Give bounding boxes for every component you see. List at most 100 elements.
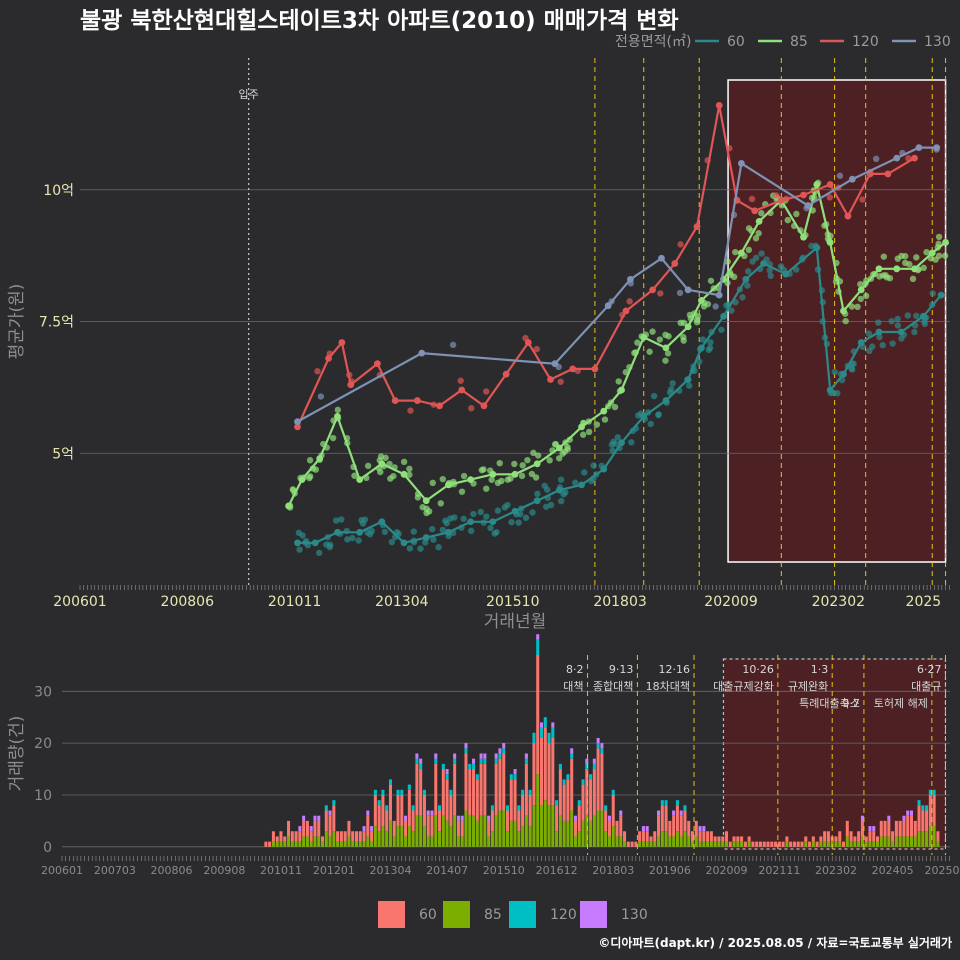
volume-bar-60	[815, 841, 819, 847]
volume-bar-85	[785, 841, 789, 847]
volume-bar-60	[358, 831, 362, 842]
volume-bar-60	[879, 820, 883, 837]
volume-bar-130	[570, 748, 574, 754]
price-point-120	[622, 307, 630, 315]
price-scatter-point-60	[869, 343, 876, 350]
price-scatter-point-120	[557, 378, 564, 385]
volume-bar-120	[475, 774, 479, 780]
price-point-60	[684, 376, 692, 383]
price-point-120	[844, 212, 852, 220]
volume-bar-85	[385, 831, 389, 847]
price-scatter-point-130	[836, 172, 844, 179]
volume-bar-85	[868, 841, 872, 847]
volume-bar-85	[736, 841, 740, 847]
volume-bar-130	[502, 743, 506, 749]
volume-bar-130	[456, 815, 460, 821]
price-scatter-point-60	[879, 341, 886, 349]
volume-x-tick-label: 202111	[758, 864, 800, 877]
volume-bar-60	[698, 831, 702, 842]
volume-bar-60	[396, 794, 400, 827]
volume-bar-120	[506, 805, 510, 811]
volume-bar-85	[619, 836, 623, 847]
volume-bar-60	[283, 836, 287, 842]
price-scatter-point-85	[306, 474, 313, 482]
volume-bar-60	[339, 831, 343, 842]
volume-bar-60	[543, 727, 547, 801]
volume-bar-85	[377, 831, 381, 847]
volume-bar-85	[302, 836, 306, 847]
volume-bar-130	[887, 815, 891, 821]
price-point-85	[618, 386, 625, 394]
price-plot: 5억 7.5억 10억 200601 200806 201011 201304 201510 2…	[7, 58, 950, 632]
price-y-tick-label: 10억	[43, 183, 74, 199]
volume-bar-60	[634, 841, 638, 847]
volume-bar-60	[615, 820, 619, 837]
price-scatter-point-85	[458, 488, 466, 495]
volume-bar-60	[777, 841, 781, 847]
volume-legend-key-120	[509, 901, 536, 928]
volume-bar-85	[328, 836, 332, 847]
volume-bar-60	[781, 841, 785, 847]
volume-bar-60	[645, 831, 649, 842]
price-scatter-point-130	[449, 341, 457, 349]
volume-bar-60	[370, 831, 374, 842]
volume-bar-120	[528, 789, 532, 795]
volume-bar-60	[472, 769, 476, 816]
price-point-85	[911, 265, 918, 273]
volume-y-tick-label: 30	[34, 684, 52, 700]
volume-bar-85	[732, 841, 736, 847]
price-scatter-point-60	[669, 380, 676, 387]
price-point-60	[400, 539, 408, 547]
volume-bar-85	[811, 841, 815, 847]
price-scatter-point-60	[894, 322, 902, 329]
policy-date-label: 9·7	[842, 697, 860, 710]
volume-bar-85	[932, 826, 936, 847]
volume-bar-85	[415, 815, 419, 847]
volume-bar-130	[619, 810, 623, 816]
price-scatter-point-60	[628, 439, 635, 446]
volume-bar-130	[487, 815, 491, 821]
volume-bar-85	[517, 831, 521, 847]
volume-bar-120	[479, 758, 483, 764]
volume-bar-120	[502, 748, 506, 754]
volume-bar-60	[721, 836, 725, 842]
price-point-85	[928, 249, 936, 257]
price-point-85	[800, 233, 807, 241]
price-scatter-point-60	[344, 536, 351, 543]
volume-bar-130	[906, 810, 910, 816]
volume-bar-85	[581, 820, 585, 847]
volume-bar-60	[860, 820, 864, 837]
volume-bar-120	[373, 789, 377, 795]
price-point-85	[893, 265, 901, 273]
volume-bar-85	[524, 815, 528, 847]
volume-bar-85	[570, 810, 574, 847]
price-point-85	[533, 460, 541, 468]
price-scatter-point-85	[941, 252, 949, 259]
volume-bar-120	[551, 727, 555, 738]
price-scatter-point-85	[534, 452, 542, 459]
volume-bar-120	[524, 758, 528, 764]
price-scatter-point-85	[593, 421, 601, 428]
volume-bar-60	[577, 805, 581, 832]
volume-bar-120	[921, 805, 925, 811]
price-scatter-point-85	[488, 476, 495, 483]
volume-bar-60	[377, 805, 381, 832]
volume-bar-60	[808, 841, 812, 847]
price-point-60	[467, 518, 475, 526]
price-point-130	[915, 144, 923, 151]
price-scatter-point-60	[667, 386, 675, 393]
volume-bar-85	[555, 831, 559, 847]
price-point-60	[662, 397, 670, 404]
price-scatter-point-60	[332, 517, 340, 524]
price-scatter-point-85	[700, 303, 708, 310]
volume-bar-85	[430, 836, 434, 847]
volume-bar-85	[894, 836, 898, 847]
price-scatter-point-60	[417, 545, 424, 552]
volume-bar-130	[362, 826, 366, 832]
volume-bar-60	[509, 779, 513, 821]
volume-bar-60	[411, 810, 415, 832]
volume-bar-85	[713, 841, 717, 847]
volume-bar-85	[660, 831, 664, 847]
price-point-85	[737, 249, 745, 257]
price-scatter-point-60	[850, 360, 857, 367]
